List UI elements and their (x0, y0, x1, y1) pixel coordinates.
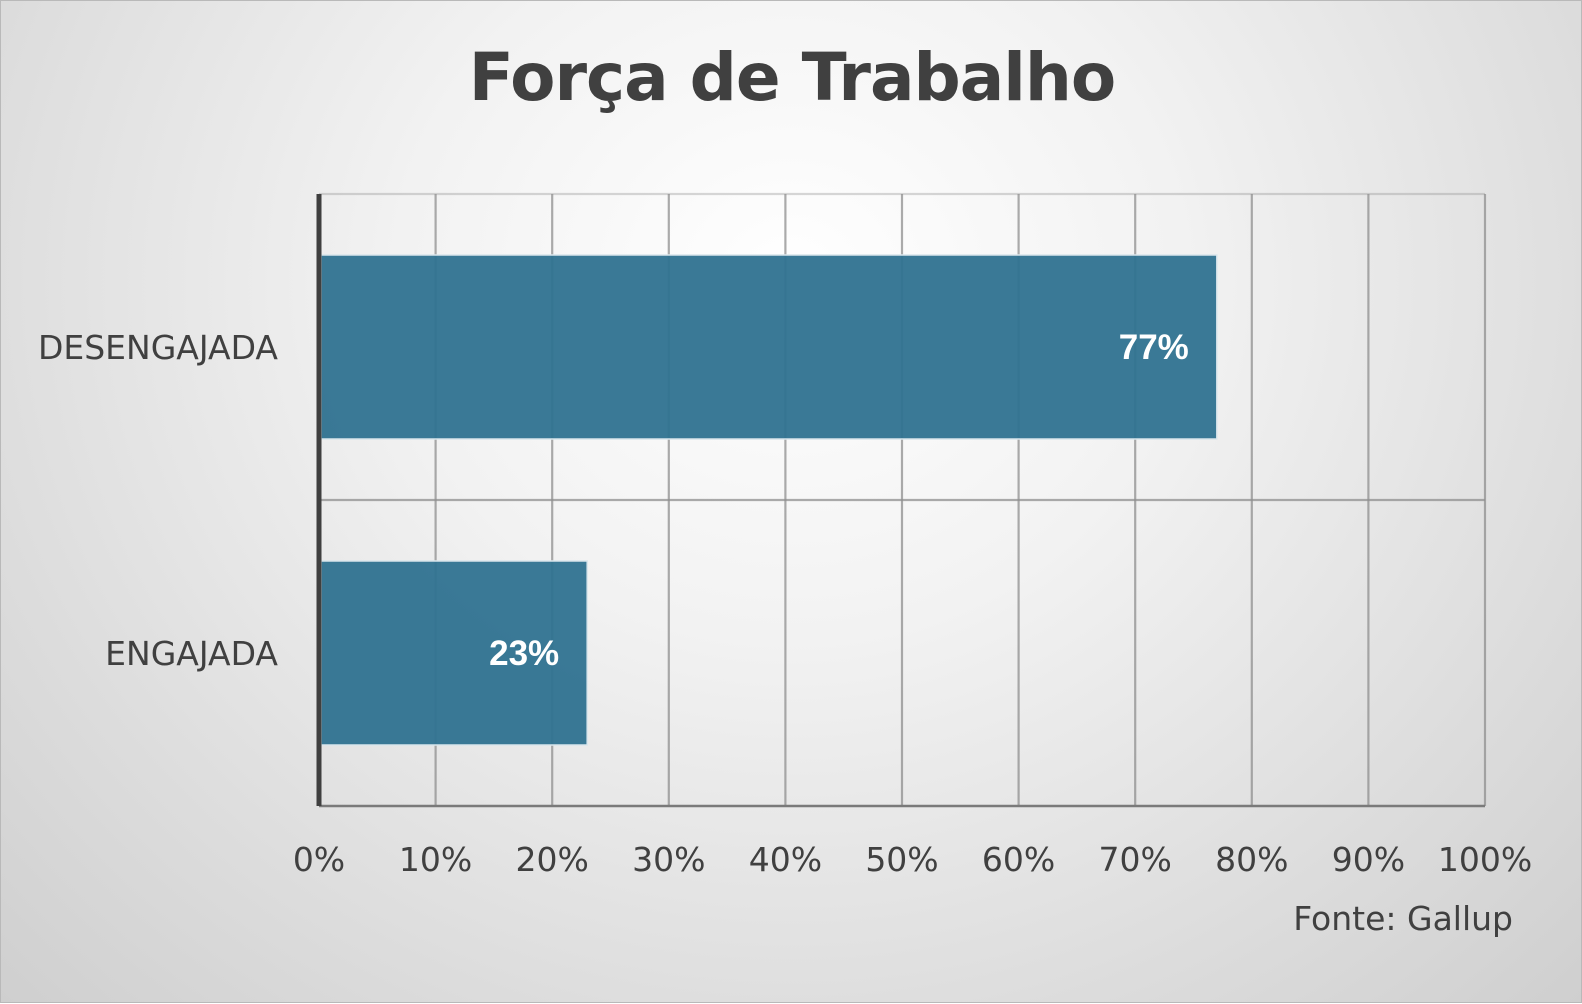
bars (320, 254, 1218, 746)
labels: 77% DESENGAJADA 23% ENGAJADA 0% 10% 20% 30% 40% 5… (38, 328, 1532, 879)
category-label: DESENGAJADA (38, 328, 278, 367)
axes (316, 194, 1485, 808)
x-tick-label: 100% (1438, 840, 1532, 879)
x-tick-label: 30% (632, 840, 705, 879)
x-tick-label: 50% (865, 840, 938, 879)
x-tick-label: 60% (982, 840, 1055, 879)
bar (320, 560, 588, 746)
bar (320, 254, 1218, 440)
x-tick-label: 90% (1332, 840, 1405, 879)
x-tick-label: 70% (1099, 840, 1172, 879)
category-label: ENGAJADA (105, 634, 278, 673)
source-note: Fonte: Gallup (1293, 899, 1513, 938)
x-tick-label: 40% (749, 840, 822, 879)
x-tick-label: 20% (516, 840, 589, 879)
data-label: 77% (1119, 328, 1189, 367)
x-tick-label: 80% (1215, 840, 1288, 879)
chart-title: Força de Trabalho (468, 39, 1117, 116)
x-tick-label: 10% (399, 840, 472, 879)
x-tick-label: 0% (293, 840, 345, 879)
data-label: 23% (489, 634, 559, 673)
